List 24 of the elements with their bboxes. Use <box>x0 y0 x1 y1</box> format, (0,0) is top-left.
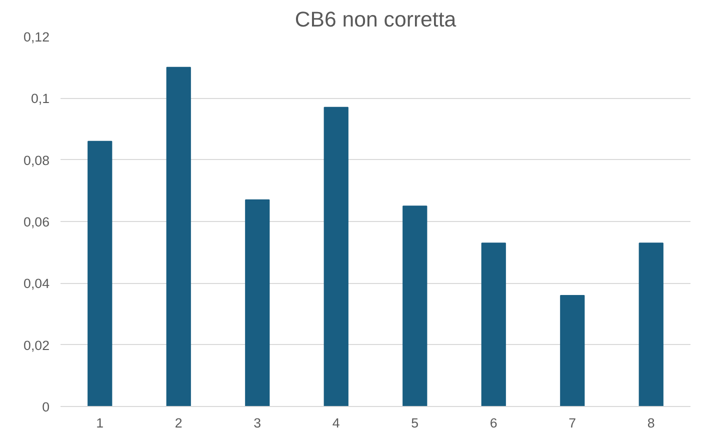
y-tick-label: 0,02 <box>24 338 50 353</box>
bar <box>88 140 112 406</box>
y-tick-label: 0,08 <box>24 152 50 168</box>
chart-title: CB6 non corretta <box>294 8 456 32</box>
bar <box>560 295 585 406</box>
bar <box>245 199 270 406</box>
x-tick-label: 8 <box>647 416 655 430</box>
bar <box>166 66 191 406</box>
y-tick-label: 0,1 <box>30 91 50 106</box>
x-tick-label: 4 <box>332 416 340 430</box>
x-tick-label: 5 <box>411 416 419 430</box>
bar <box>638 242 664 406</box>
bar <box>402 206 428 406</box>
y-tick-label: 0,04 <box>24 276 50 292</box>
y-tick-label: 0 <box>42 400 50 414</box>
x-tick-label: 6 <box>490 416 498 430</box>
bar <box>324 106 348 406</box>
y-tick-label: 0,06 <box>24 214 50 230</box>
x-tick-label: 3 <box>254 416 262 430</box>
x-tick-label: 7 <box>568 416 576 430</box>
y-tick-label: 0,12 <box>24 30 50 44</box>
bar <box>481 242 506 406</box>
x-tick-label: 2 <box>174 416 182 430</box>
x-tick-label: 1 <box>96 416 104 430</box>
